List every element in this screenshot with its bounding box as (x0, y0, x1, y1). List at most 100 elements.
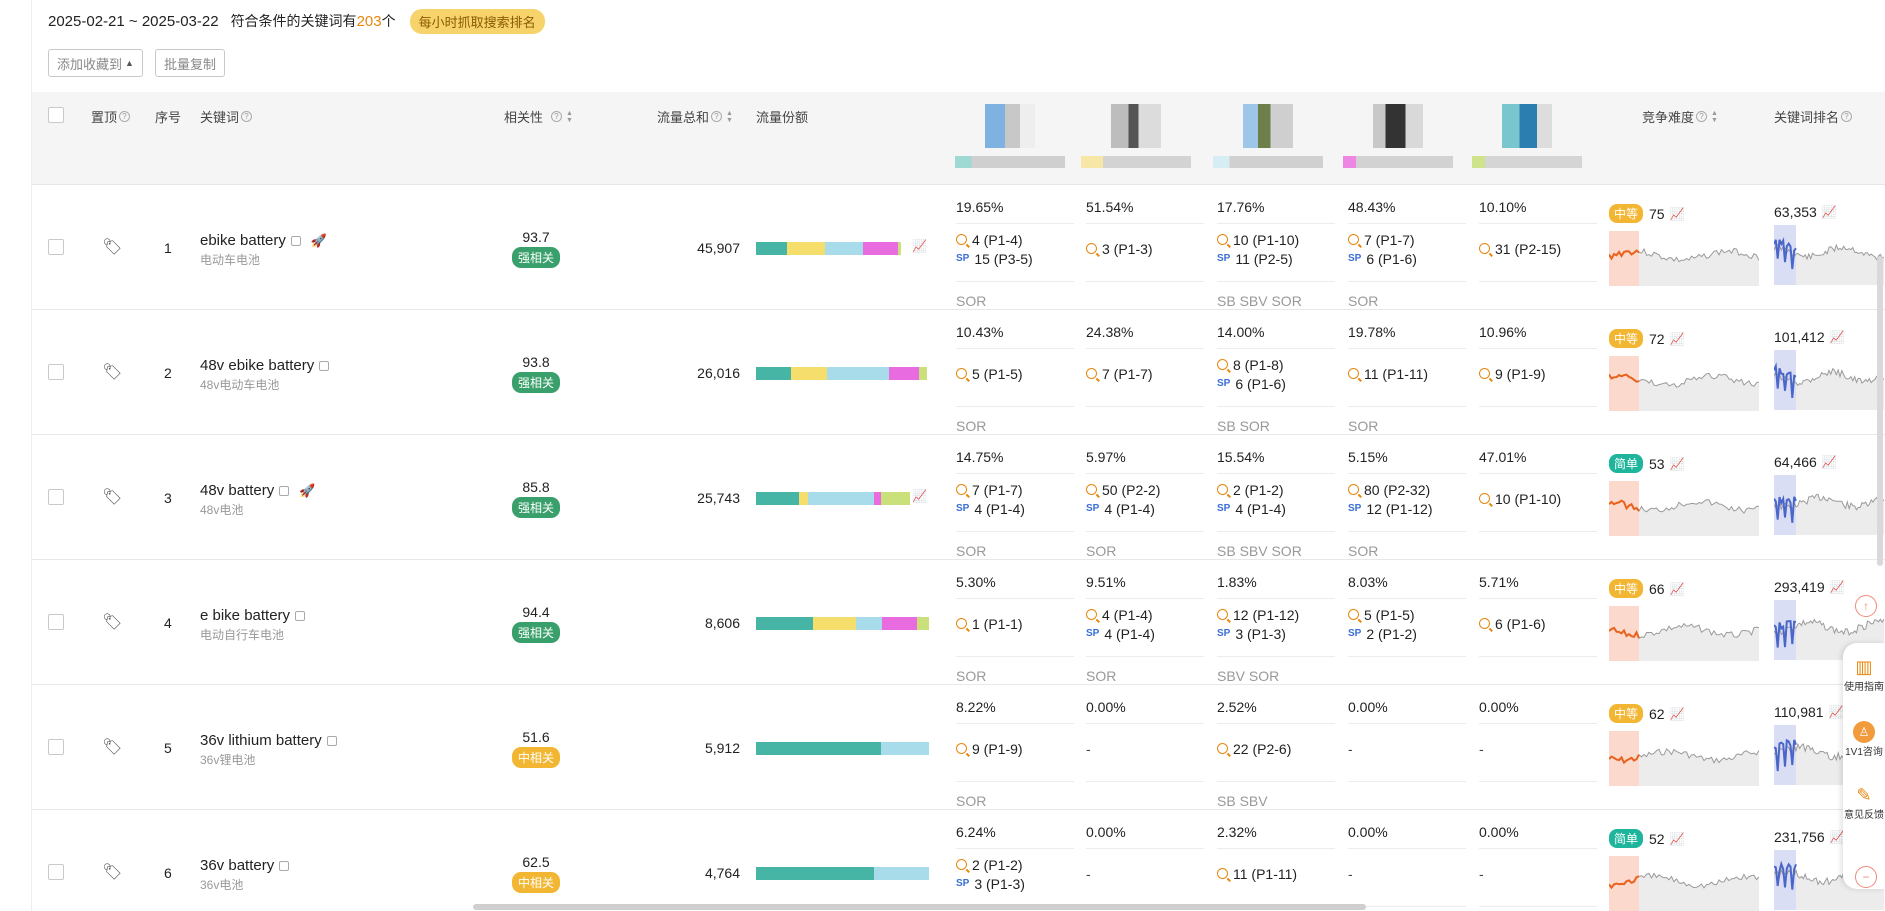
batch-copy-button[interactable]: 批量复制 (154, 49, 225, 77)
sp-icon: SP (956, 503, 970, 514)
table-row[interactable]: 🏷 4 e bike battery 电动自行车电池 94.4 强相关 8,606… (32, 560, 1885, 685)
vertical-scrollbar[interactable] (1877, 256, 1883, 566)
tag-icon[interactable]: 🏷 (102, 364, 123, 381)
tag-icon[interactable]: 🏷 (102, 864, 123, 881)
traffic-share-bar[interactable] (756, 867, 929, 880)
rank-sparkline[interactable] (1773, 475, 1885, 540)
traffic-share-bar[interactable] (756, 367, 929, 380)
sort-icon[interactable]: ▲ ▼ (726, 109, 733, 124)
trend-icon[interactable]: 📈 (1669, 831, 1685, 846)
tag-icon[interactable]: 🏷 (102, 739, 123, 756)
guide-button[interactable]: ▥ 使用指南 (1843, 657, 1885, 693)
table-row[interactable]: 🏷 3 48v battery 🚀 48v电池 85.8 强相关 25,743 📈 1… (32, 435, 1885, 560)
keyword-text[interactable]: 36v battery (200, 857, 275, 874)
column-relevance[interactable]: 相关性? ▲ ▼ (504, 107, 573, 126)
difficulty-sparkline[interactable] (1608, 606, 1760, 666)
collapse-icon[interactable]: − (1855, 866, 1877, 888)
help-icon[interactable]: ? (241, 111, 253, 122)
competitor-thumbnail-3[interactable] (1213, 92, 1323, 176)
scroll-top-icon[interactable]: ↑ (1855, 595, 1877, 617)
sort-icon[interactable]: ▲ ▼ (566, 109, 573, 124)
column-keyword-rank[interactable]: 关键词排名? (1774, 107, 1853, 126)
keyword-text[interactable]: ebike battery (200, 232, 286, 249)
copy-icon[interactable] (295, 610, 306, 621)
sort-icon[interactable]: ▲ ▼ (1711, 109, 1718, 124)
trend-icon[interactable]: 📈 (1669, 581, 1685, 596)
search-icon (956, 618, 967, 629)
column-traffic-total[interactable]: 流量总和? ▲ ▼ (657, 107, 733, 126)
competitor-thumbnail-2[interactable] (1081, 92, 1191, 176)
difficulty-sparkline[interactable] (1608, 356, 1760, 416)
competitor-cell: 0.00% - (1479, 824, 1597, 911)
row-checkbox[interactable] (48, 239, 64, 255)
tag-icon[interactable]: 🏷 (102, 614, 123, 631)
column-difficulty[interactable]: 竞争难度? ▲ ▼ (1642, 107, 1718, 126)
help-icon[interactable]: ? (711, 111, 723, 122)
add-favorite-button[interactable]: 添加收藏到 ▲ (48, 49, 143, 77)
keyword-text[interactable]: 48v battery (200, 482, 275, 499)
row-checkbox[interactable] (48, 364, 64, 380)
consult-button[interactable]: ♙ 1V1咨询 (1843, 721, 1885, 758)
help-icon[interactable]: ? (1696, 111, 1708, 122)
hourly-badge[interactable]: 每小时抓取搜索排名 (409, 8, 545, 34)
keyword-text[interactable]: e bike battery (200, 607, 291, 624)
table-row[interactable]: 🏷 2 48v ebike battery 48v电动车电池 93.8 强相关 2… (32, 310, 1885, 435)
ad-source: SOR (956, 668, 987, 684)
copy-icon[interactable] (279, 485, 290, 496)
help-icon[interactable]: ? (551, 111, 563, 122)
copy-icon[interactable] (290, 235, 301, 246)
competitor-cell: 51.54% 3 (P1-3) (1086, 199, 1204, 309)
copy-icon[interactable] (279, 860, 290, 871)
tag-icon[interactable]: 🏷 (102, 239, 123, 256)
table-row[interactable]: 🏷 6 36v battery 36v电池 62.5 中相关 4,764 6.24… (32, 810, 1885, 911)
trend-icon[interactable]: 📈 (1669, 331, 1685, 346)
table-row[interactable]: 🏷 5 36v lithium battery 36v锂电池 51.6 中相关 5… (32, 685, 1885, 810)
tag-icon[interactable]: 🏷 (102, 489, 123, 506)
select-all-checkbox[interactable] (48, 107, 64, 123)
organic-rank: 4 (P1-4) (956, 230, 1074, 249)
row-checkbox[interactable] (48, 489, 64, 505)
trend-icon[interactable]: 📈 (912, 239, 927, 253)
trend-icon[interactable]: 📈 (1669, 456, 1685, 471)
divider (1086, 723, 1204, 724)
trend-icon[interactable]: 📈 (912, 489, 927, 503)
trend-icon[interactable]: 📈 (1828, 705, 1844, 719)
help-icon[interactable]: ? (119, 111, 131, 122)
help-icon[interactable]: ? (1841, 111, 1853, 122)
trend-icon[interactable]: 📈 (1829, 830, 1845, 844)
difficulty-sparkline[interactable] (1608, 856, 1760, 911)
trend-icon[interactable]: 📈 (1829, 580, 1845, 594)
keyword-text[interactable]: 48v ebike battery (200, 357, 315, 374)
difficulty-sparkline[interactable] (1608, 731, 1760, 791)
feedback-button[interactable]: ✎ 意见反馈 (1843, 785, 1885, 821)
traffic-share-bar[interactable] (756, 492, 929, 505)
competitor-thumbnail-1[interactable] (955, 92, 1065, 176)
row-checkbox[interactable] (48, 864, 64, 880)
competitor-share: 10.96% (1479, 324, 1527, 340)
trend-icon[interactable]: 📈 (1669, 706, 1685, 721)
row-checkbox[interactable] (48, 614, 64, 630)
horizontal-scrollbar[interactable] (473, 904, 1366, 910)
difficulty-badge: 中等 (1609, 704, 1644, 723)
copy-icon[interactable] (326, 735, 337, 746)
trend-icon[interactable]: 📈 (1669, 206, 1685, 221)
competitor-thumbnail-5[interactable] (1472, 92, 1582, 176)
table-row[interactable]: 🏷 1 ebike battery 🚀 电动车电池 93.7 强相关 45,907 📈… (32, 185, 1885, 310)
traffic-share-bar[interactable] (756, 242, 929, 255)
difficulty-sparkline[interactable] (1608, 231, 1760, 291)
traffic-share-bar[interactable] (756, 742, 929, 755)
rank-sparkline[interactable] (1773, 350, 1885, 415)
relevance-tag: 中相关 (511, 747, 560, 768)
keyword-text[interactable]: 36v lithium battery (200, 732, 322, 749)
traffic-share-bar[interactable] (756, 617, 929, 630)
difficulty-sparkline[interactable] (1608, 481, 1760, 541)
divider (1217, 348, 1335, 349)
trend-icon[interactable]: 📈 (1829, 330, 1845, 344)
competitor-thumbnail-4[interactable] (1343, 92, 1453, 176)
trend-icon[interactable]: 📈 (1821, 205, 1837, 219)
copy-icon[interactable] (319, 360, 330, 371)
trend-icon[interactable]: 📈 (1821, 455, 1837, 469)
difficulty-cell: 中等 72 📈 (1609, 329, 1685, 348)
rank-sparkline[interactable] (1773, 225, 1885, 290)
row-checkbox[interactable] (48, 739, 64, 755)
